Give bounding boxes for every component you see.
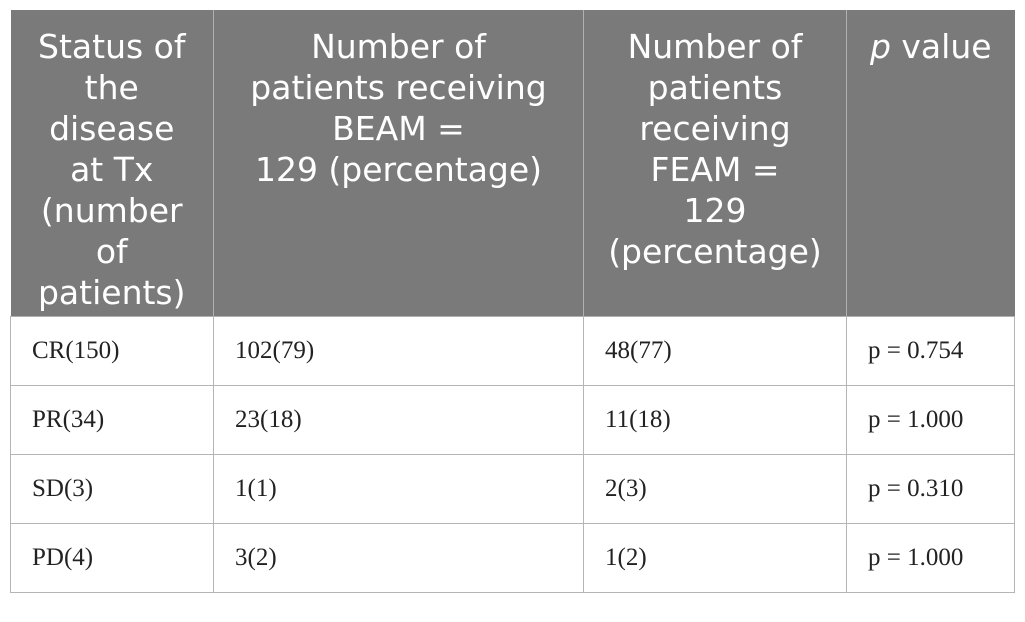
cell-p-value: p = 0.310 bbox=[846, 453, 1015, 524]
header-status: Status of the disease at Tx (number of p… bbox=[10, 10, 214, 317]
cell-p-value: p = 1.000 bbox=[846, 384, 1015, 455]
cell-beam: 102(79) bbox=[213, 315, 584, 386]
header-feam-line: receiving bbox=[639, 109, 791, 148]
table-header: Status of the disease at Tx (number of p… bbox=[10, 10, 1015, 317]
header-status-line: at Tx bbox=[70, 150, 154, 189]
header-p-rest: value bbox=[890, 27, 992, 66]
table-body: CR(150) 102(79) 48(77) p = 0.754 PR(34) … bbox=[10, 315, 1015, 593]
table-row: SD(3) 1(1) 2(3) p = 0.310 bbox=[10, 453, 1015, 524]
header-beam-line: Number of bbox=[311, 27, 486, 66]
cell-beam: 23(18) bbox=[213, 384, 584, 455]
table-row: PD(4) 3(2) 1(2) p = 1.000 bbox=[10, 522, 1015, 593]
cell-feam: 48(77) bbox=[583, 315, 847, 386]
header-status-line: patients) bbox=[37, 273, 186, 312]
header-feam-line: Number of bbox=[627, 27, 803, 66]
header-status-line: the bbox=[84, 68, 139, 107]
cell-beam: 3(2) bbox=[213, 522, 584, 593]
header-status-line: (number bbox=[40, 191, 183, 230]
table-row: CR(150) 102(79) 48(77) p = 0.754 bbox=[10, 315, 1015, 386]
header-feam-line: 129 bbox=[683, 191, 747, 230]
header-beam-line: BEAM = bbox=[332, 109, 465, 148]
table-row: PR(34) 23(18) 11(18) p = 1.000 bbox=[10, 384, 1015, 455]
cell-p-value: p = 1.000 bbox=[846, 522, 1015, 593]
header-p-italic: p bbox=[869, 27, 891, 66]
header-feam-line: FEAM = bbox=[650, 150, 780, 189]
header-feam: Number of patients receiving FEAM = 129 … bbox=[583, 10, 847, 317]
cell-status: CR(150) bbox=[10, 315, 214, 386]
cell-feam: 11(18) bbox=[583, 384, 847, 455]
cell-feam: 2(3) bbox=[583, 453, 847, 524]
results-table: Status of the disease at Tx (number of p… bbox=[10, 10, 1015, 593]
cell-beam: 1(1) bbox=[213, 453, 584, 524]
header-feam-line: patients bbox=[647, 68, 783, 107]
header-beam-line: patients receiving bbox=[250, 68, 547, 107]
cell-status: SD(3) bbox=[10, 453, 214, 524]
header-p-value: p value bbox=[846, 10, 1015, 317]
header-status-line: Status of bbox=[38, 27, 186, 66]
cell-p-value: p = 0.754 bbox=[846, 315, 1015, 386]
header-beam: Number of patients receiving BEAM = 129 … bbox=[213, 10, 584, 317]
header-row: Status of the disease at Tx (number of p… bbox=[10, 10, 1015, 317]
cell-status: PR(34) bbox=[10, 384, 214, 455]
header-beam-line: 129 (percentage) bbox=[254, 150, 543, 189]
header-status-line: disease bbox=[49, 109, 175, 148]
cell-status: PD(4) bbox=[10, 522, 214, 593]
cell-feam: 1(2) bbox=[583, 522, 847, 593]
header-feam-line: (percentage) bbox=[608, 232, 822, 271]
header-status-line: of bbox=[95, 232, 128, 271]
